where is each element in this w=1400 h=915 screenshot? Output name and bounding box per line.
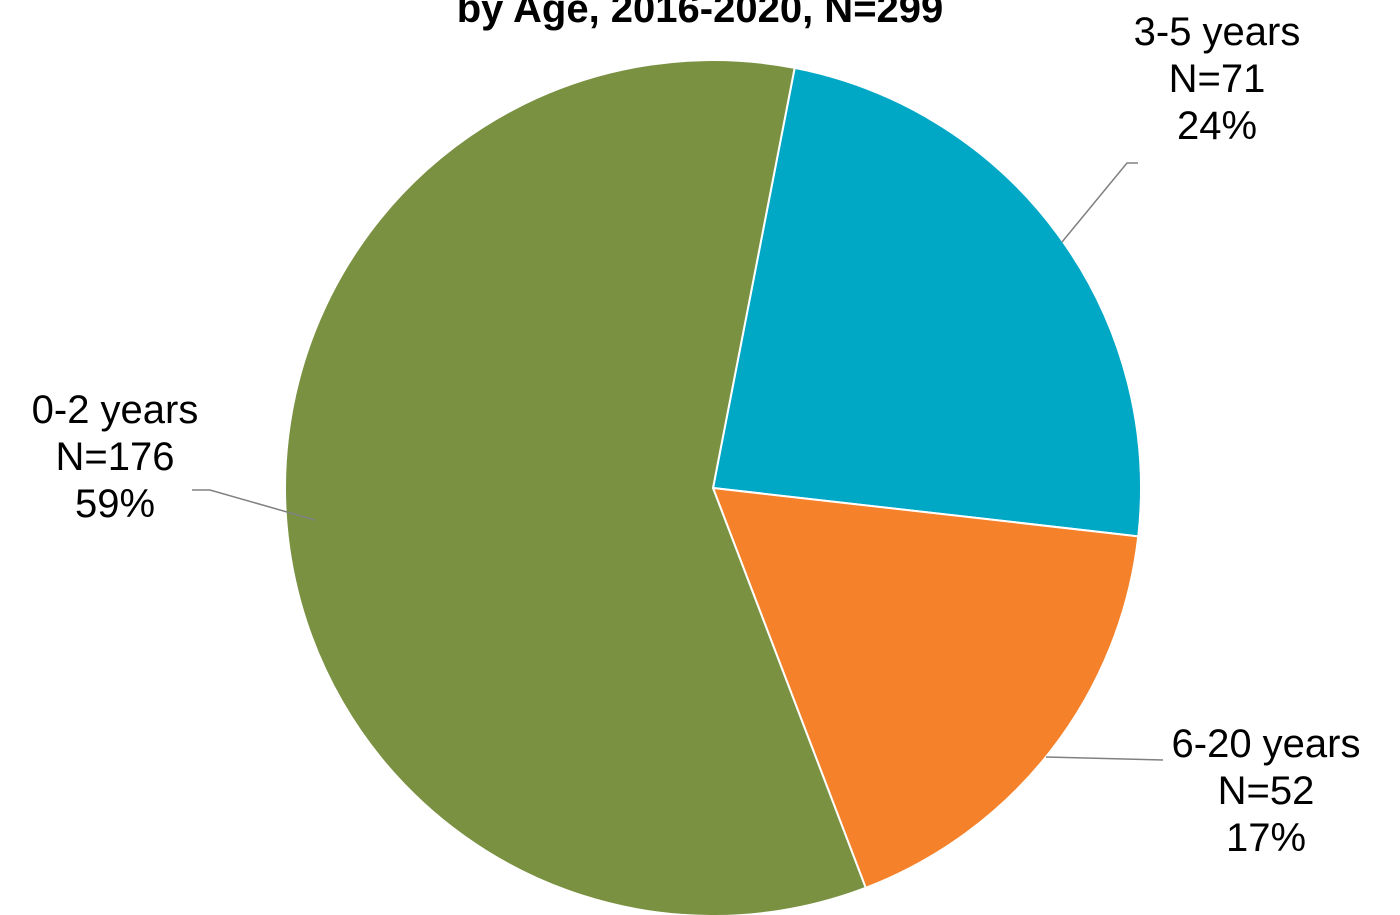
chart-title: by Age, 2016-2020, N=299 [457,0,944,31]
data-label-category: 6-20 years [1172,722,1361,766]
leader-lines [192,162,1164,761]
data-label-count: N=52 [1218,769,1315,813]
leader-line-3-5-years [1061,162,1138,243]
data-label-count: N=71 [1169,57,1266,101]
leader-line-6-20-years [1045,756,1164,761]
data-label-0-2-years: 0-2 years N=176 59% [32,388,199,526]
data-label-percent: 24% [1177,104,1257,148]
data-label-6-20-years: 6-20 years N=52 17% [1172,722,1361,860]
data-labels: 3-5 years N=71 24% 6-20 years N=52 17% 0-2 yea… [32,10,1361,860]
pie-slice-3-5-years [711,66,1142,538]
pie-slice-6-20-years [711,486,1140,890]
data-label-category: 3-5 years [1134,10,1301,54]
data-label-percent: 17% [1226,816,1306,860]
leader-line-0-2-years [192,489,316,521]
data-label-category: 0-2 years [32,388,199,432]
pie-slices [284,59,1142,915]
data-label-percent: 59% [75,482,155,526]
pie-slice-0-2-years [284,59,868,915]
data-label-count: N=176 [56,435,175,479]
data-label-3-5-years: 3-5 years N=71 24% [1134,10,1301,148]
